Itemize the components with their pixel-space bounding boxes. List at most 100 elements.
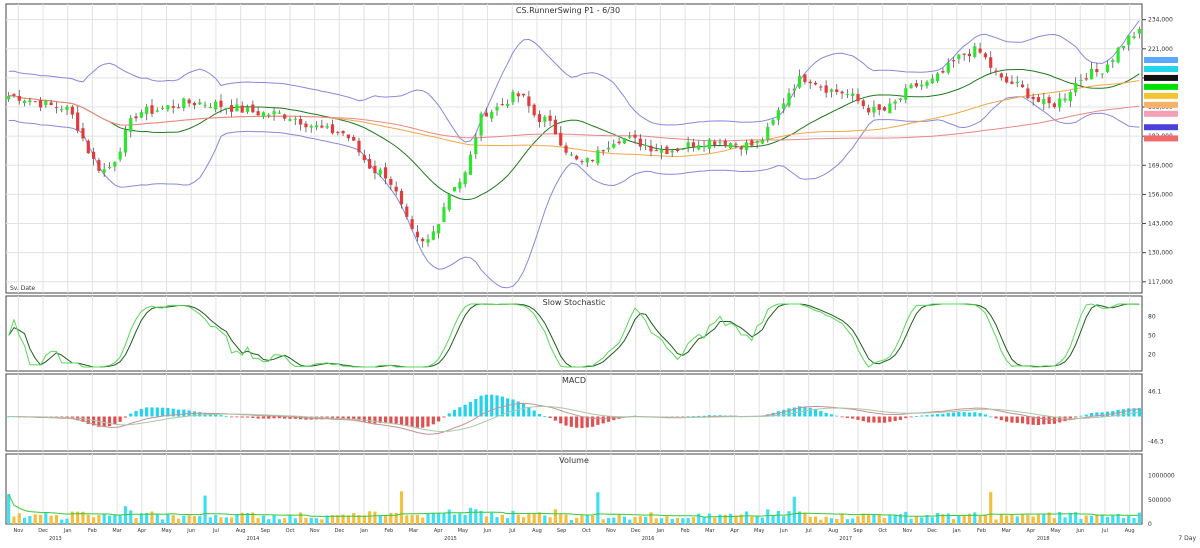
macd-hist-bar <box>182 409 186 417</box>
volume-bar <box>766 509 770 524</box>
candle-body <box>240 105 244 113</box>
volume-bar <box>198 516 202 524</box>
candle-body <box>463 172 467 185</box>
volume-bar <box>723 514 727 524</box>
macd-hist-bar <box>813 409 818 417</box>
x-tick-label: Mar <box>705 528 715 534</box>
macd-hist-bar <box>1074 416 1078 418</box>
macd-hist-bar <box>691 416 696 417</box>
macd-hist-bar <box>214 414 218 417</box>
candle-body <box>1111 59 1115 62</box>
macd-hist-bar <box>697 415 701 417</box>
candle-body <box>575 155 579 160</box>
candle-body <box>532 104 536 116</box>
macd-hist-bar <box>458 407 462 417</box>
candle-body <box>267 114 271 116</box>
candle-body <box>182 98 186 108</box>
volume-bar <box>951 519 956 524</box>
volume-bar <box>1068 512 1072 524</box>
x-tick-label: Apr <box>730 528 740 534</box>
macd-hist-bar <box>808 407 812 417</box>
volume-bar <box>309 517 313 524</box>
price-right-marker <box>1144 65 1178 72</box>
volume-bar <box>389 512 393 524</box>
macd-hist-bar <box>930 414 934 417</box>
candle-body <box>145 106 149 115</box>
moving-average-120 <box>8 95 1140 142</box>
volume-bar <box>277 519 281 524</box>
candle-body <box>920 84 924 87</box>
volume-bar <box>1042 513 1046 524</box>
candle-body <box>123 129 128 153</box>
candle-body <box>930 78 934 84</box>
candle-body <box>235 104 239 112</box>
candle-body <box>867 107 871 113</box>
candle-body <box>914 83 918 87</box>
x-tick-label: Mar <box>1001 528 1011 534</box>
volume-bar <box>383 515 388 524</box>
candle-body <box>70 106 74 115</box>
candle-body <box>118 151 122 160</box>
volume-bar <box>38 514 43 524</box>
volume-bar <box>208 517 212 524</box>
macd-hist-bar <box>198 412 202 417</box>
macd-hist-bar <box>102 416 106 427</box>
candle-body <box>962 53 966 55</box>
candle-body <box>1132 36 1136 38</box>
candle-body <box>824 85 828 93</box>
candle-body <box>65 106 69 111</box>
macd-hist-bar <box>999 416 1003 421</box>
macd-hist-bar <box>829 414 834 417</box>
candle-body <box>214 101 218 110</box>
candle-body <box>1105 64 1110 72</box>
candle-body <box>967 53 972 57</box>
volume-bar <box>506 518 510 524</box>
macd-hist-bar <box>920 415 924 417</box>
volume-bar <box>203 495 207 524</box>
volume-bar <box>532 513 536 524</box>
volume-bar <box>734 515 738 524</box>
macd-hist-bar <box>1127 408 1131 417</box>
price-right-marker <box>1144 74 1178 81</box>
x-tick-label: Nov <box>13 528 23 534</box>
macd-hist-bar <box>1026 416 1030 425</box>
candle-body <box>707 139 711 149</box>
candle-body <box>304 123 308 128</box>
macd-hist-bar <box>463 404 467 417</box>
macd-hist-bar <box>107 416 112 427</box>
macd-hist-bar <box>267 416 271 419</box>
candle-body <box>336 131 340 133</box>
volume-bar <box>808 516 812 524</box>
x-axis-end-label: 7 Day <box>1178 535 1196 542</box>
candle-body <box>601 150 605 152</box>
volume-bar <box>999 514 1003 524</box>
candle-body <box>97 160 101 171</box>
candle-body <box>638 138 642 147</box>
candle-body <box>1127 35 1131 45</box>
volume-bar <box>463 514 467 524</box>
candle-body <box>38 100 43 108</box>
price-panel-frame <box>5 3 1143 294</box>
volume-tick-label: 1000000 <box>1148 473 1175 480</box>
volume-bar <box>1036 514 1041 524</box>
macd-hist-bar <box>861 416 865 422</box>
candle-body <box>872 106 876 113</box>
candle-body <box>86 140 90 154</box>
macd-hist-bar <box>484 394 489 417</box>
candle-body <box>107 167 112 169</box>
candle-body <box>936 73 940 82</box>
volume-tick-label: 0 <box>1148 521 1152 528</box>
macd-hist-bar <box>967 412 972 417</box>
candle-body <box>437 224 441 234</box>
stochastic-lines <box>8 303 1140 368</box>
volume-bar <box>219 517 223 524</box>
candle-body <box>633 134 637 138</box>
macd-hist-bar <box>293 416 297 419</box>
volume-bar <box>500 514 504 524</box>
macd-hist-bar <box>1020 416 1025 424</box>
volume-bar <box>776 510 780 524</box>
volume-bar <box>1127 515 1131 524</box>
x-tick-label: Jul <box>805 528 812 534</box>
volume-bar <box>426 513 430 524</box>
